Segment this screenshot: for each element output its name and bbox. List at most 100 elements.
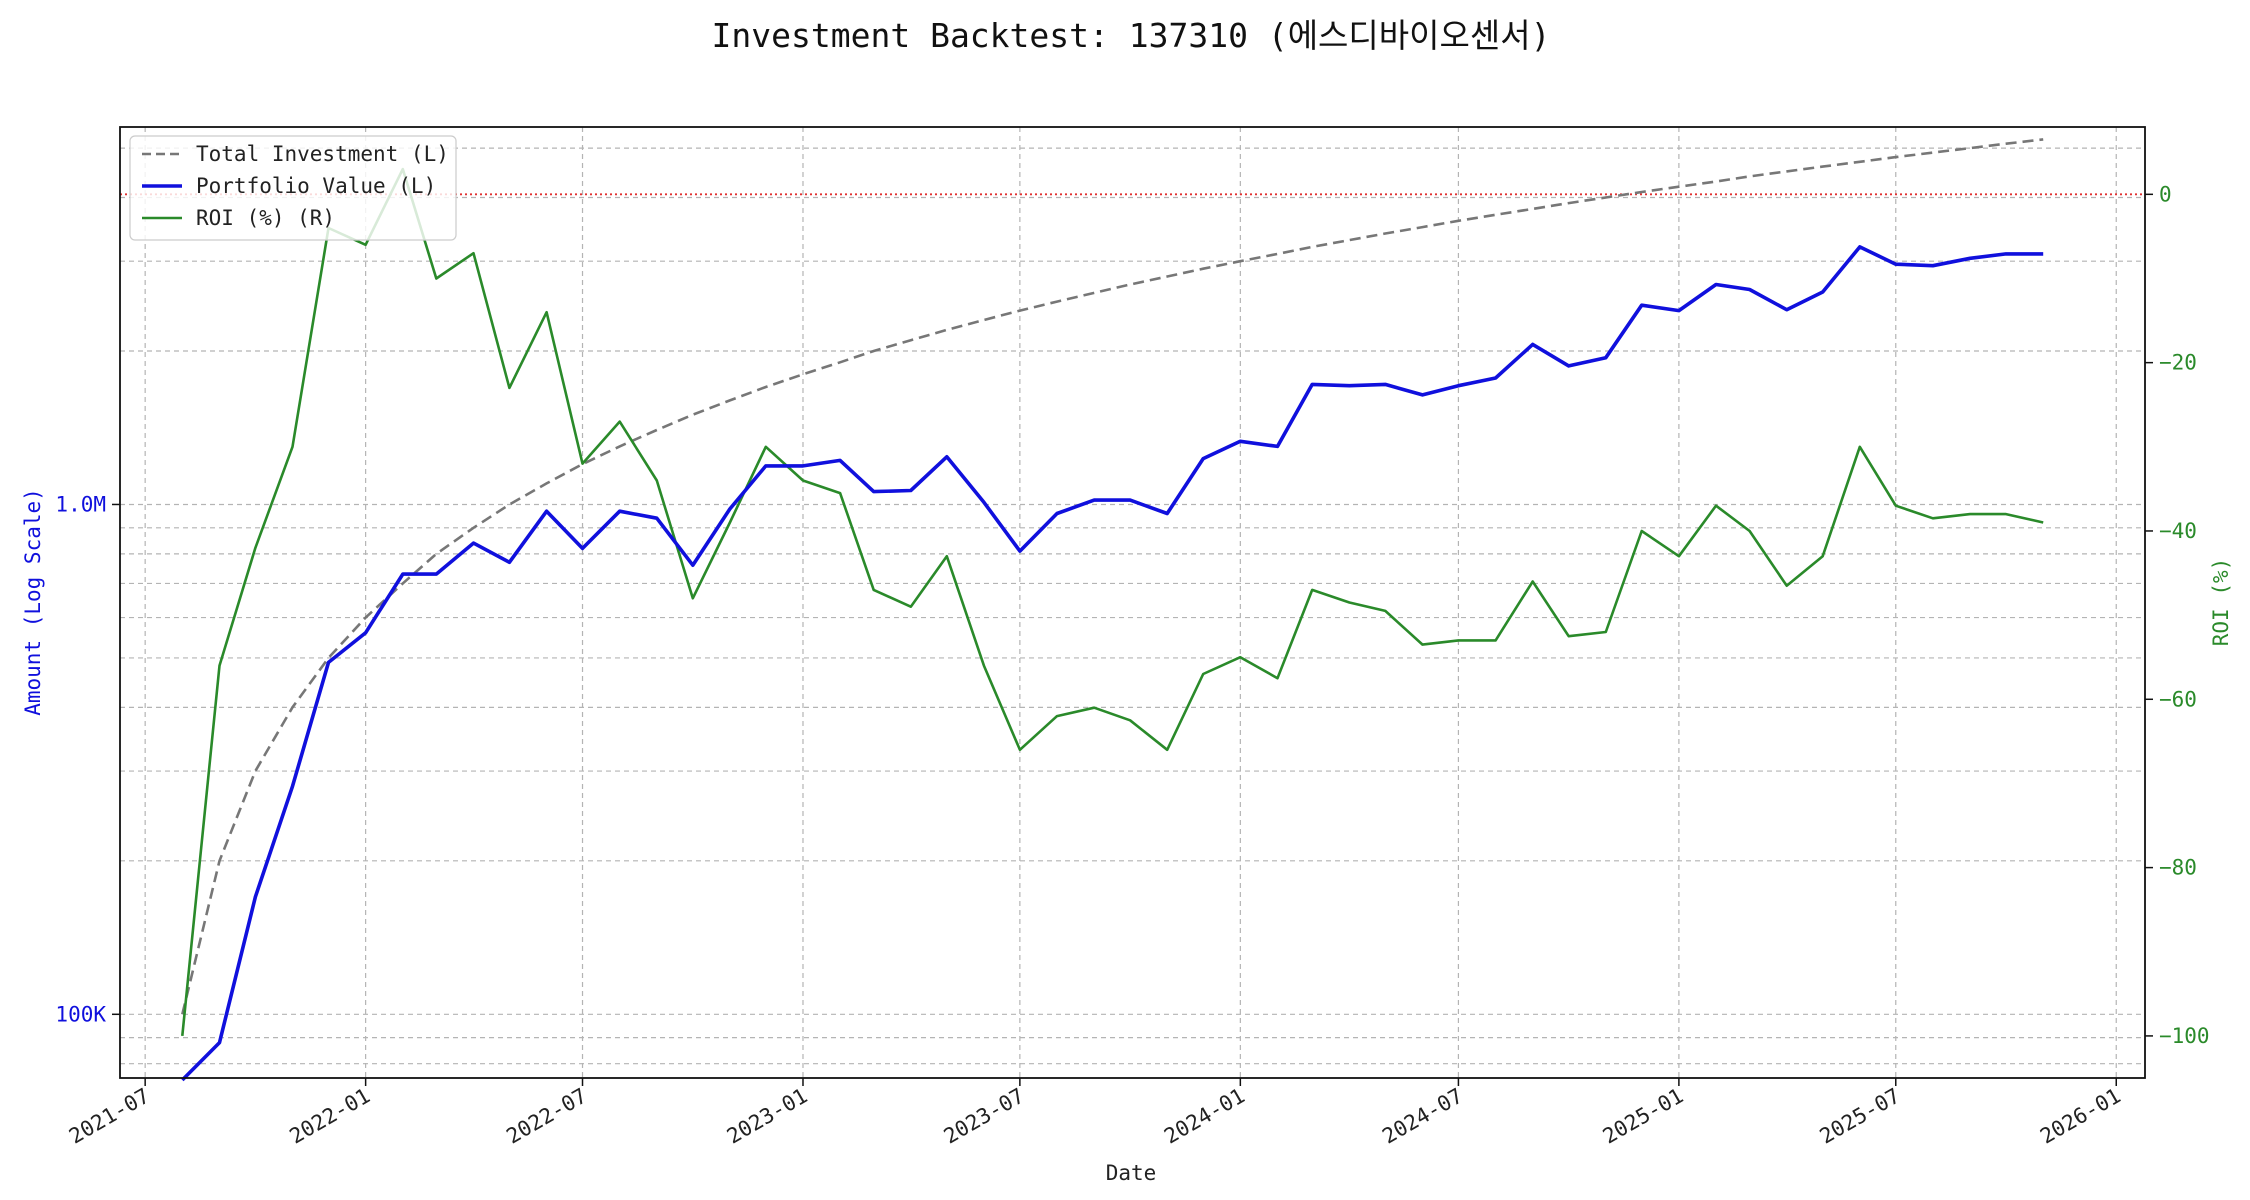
data-point-s0-13	[656, 429, 658, 431]
data-point-s1-43	[1749, 289, 1751, 291]
data-point-s1-49	[1969, 258, 1971, 260]
data-point-s2-1	[219, 665, 221, 667]
left-tick-label: 1.0M	[55, 492, 106, 516]
data-point-s0-25	[1093, 292, 1095, 294]
data-point-s0-50	[2005, 143, 2007, 145]
data-point-s2-2	[255, 547, 257, 549]
data-point-s1-33	[1385, 384, 1387, 386]
data-point-s2-16	[765, 446, 767, 448]
data-point-s2-28	[1202, 673, 1204, 675]
chart-title: Investment Backtest: 137310 (에스디바이오센서)	[712, 16, 1551, 55]
data-point-s2-17	[802, 480, 804, 482]
data-point-s2-47	[1895, 505, 1897, 507]
data-point-s1-39	[1605, 357, 1607, 359]
data-point-s2-34	[1422, 644, 1424, 646]
data-point-s0-18	[839, 362, 841, 364]
data-point-s1-23	[1019, 550, 1021, 552]
data-point-s1-4	[328, 662, 330, 664]
data-point-s2-29	[1240, 656, 1242, 658]
data-point-s0-21	[946, 329, 948, 331]
x-tick-label: 2021-07	[65, 1084, 154, 1149]
data-point-s1-50	[2005, 253, 2007, 255]
data-point-s2-38	[1568, 635, 1570, 637]
right-tick-label: −60	[2159, 687, 2197, 711]
data-point-s2-26	[1129, 720, 1131, 722]
data-point-s1-10	[546, 510, 548, 512]
data-point-s0-34	[1422, 226, 1424, 228]
data-point-s2-18	[839, 492, 841, 494]
data-point-s2-23	[1019, 749, 1021, 751]
data-point-s1-6	[402, 573, 404, 575]
data-point-s1-35	[1458, 385, 1460, 387]
data-point-s0-32	[1349, 239, 1351, 241]
data-point-s1-24	[1056, 513, 1058, 515]
data-point-s1-42	[1715, 284, 1717, 286]
data-point-s0-3	[292, 707, 294, 709]
data-point-s2-35	[1458, 640, 1460, 642]
x-tick-label: 2024-07	[1378, 1084, 1467, 1149]
data-point-s2-14	[692, 598, 694, 600]
data-point-s0-17	[802, 374, 804, 376]
data-point-s2-15	[729, 522, 731, 524]
x-tick-label: 2022-01	[285, 1084, 374, 1149]
data-point-s2-20	[910, 606, 912, 608]
data-point-s2-30	[1277, 677, 1279, 679]
data-point-s2-9	[509, 387, 511, 389]
data-point-s0-10	[546, 483, 548, 485]
data-point-s1-26	[1129, 499, 1131, 501]
series-line-0	[181, 138, 2044, 1015]
series-layer	[181, 138, 2044, 1082]
data-point-s2-3	[292, 446, 294, 448]
data-point-s1-0	[182, 1079, 184, 1081]
x-tick-label: 2024-01	[1160, 1084, 1249, 1149]
left-axis-label: Amount (Log Scale)	[21, 488, 45, 716]
data-point-s1-19	[873, 491, 875, 493]
right-axis-label: ROI (%)	[2209, 558, 2233, 647]
data-point-s0-15	[729, 400, 731, 402]
data-point-s2-42	[1715, 505, 1717, 507]
data-point-s1-5	[365, 632, 367, 634]
data-point-s1-32	[1349, 385, 1351, 387]
data-point-s1-22	[983, 502, 985, 504]
data-point-s2-7	[436, 278, 438, 280]
data-point-s0-31	[1311, 246, 1313, 248]
data-point-s1-21	[946, 456, 948, 458]
data-point-s1-40	[1641, 304, 1643, 306]
data-point-s2-24	[1056, 715, 1058, 717]
data-point-s2-25	[1093, 707, 1095, 709]
data-point-s1-12	[619, 510, 621, 512]
data-point-s2-31	[1311, 589, 1313, 591]
grid-layer	[120, 127, 2145, 1078]
data-point-s1-14	[692, 564, 694, 566]
data-point-s0-22	[983, 319, 985, 321]
data-point-s0-35	[1458, 220, 1460, 222]
data-point-s0-0	[182, 1014, 184, 1016]
data-point-s0-41	[1678, 186, 1680, 188]
data-point-s0-8	[473, 527, 475, 529]
data-point-s1-45	[1822, 291, 1824, 293]
x-axis-label: Date	[1106, 1161, 1157, 1185]
data-point-s1-47	[1895, 263, 1897, 265]
data-point-s1-28	[1202, 458, 1204, 460]
data-point-s2-50	[2005, 513, 2007, 515]
data-point-s0-46	[1859, 161, 1861, 163]
right-tick-label: 0	[2159, 182, 2172, 206]
data-point-s2-12	[619, 421, 621, 423]
data-point-s1-17	[802, 465, 804, 467]
data-point-s0-43	[1749, 176, 1751, 178]
data-point-s0-40	[1641, 191, 1643, 193]
data-point-s0-30	[1277, 253, 1279, 255]
data-point-s0-33	[1385, 233, 1387, 235]
legend-label-2: ROI (%) (R)	[196, 206, 335, 230]
data-point-s0-23	[1019, 310, 1021, 312]
data-point-s0-2	[255, 770, 257, 772]
plot-frame	[119, 126, 2146, 1079]
data-point-s0-42	[1715, 181, 1717, 183]
left-axis-ticks: 100K 1.0M	[55, 492, 120, 1026]
data-point-s1-13	[656, 517, 658, 519]
data-point-s1-48	[1932, 265, 1934, 267]
data-point-s0-24	[1056, 301, 1058, 303]
data-point-s0-49	[1969, 147, 1971, 149]
data-point-s0-6	[402, 583, 404, 585]
data-point-s2-40	[1641, 530, 1643, 532]
